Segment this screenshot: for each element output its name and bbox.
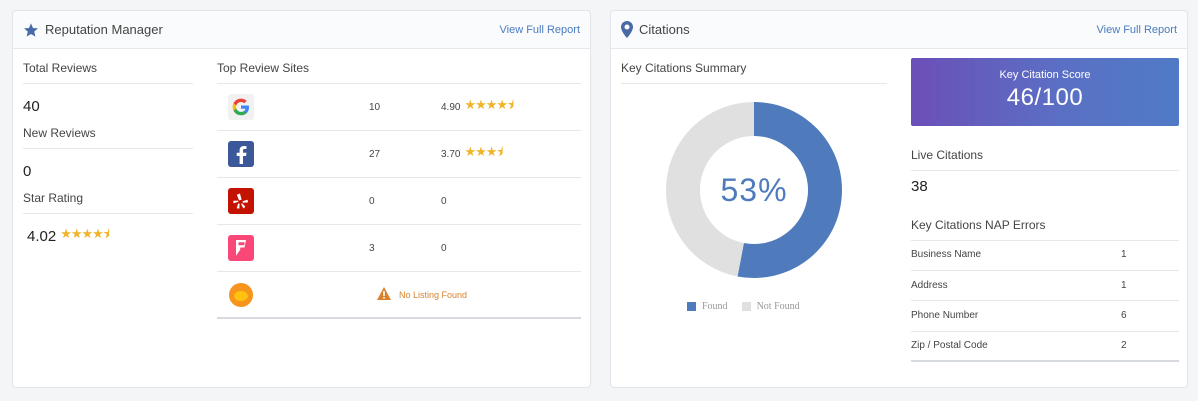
site-rating-value: 3.70: [441, 148, 461, 160]
top-review-sites-title: Top Review Sites: [217, 61, 581, 84]
nap-errors-table: Business Name 1 Address 1 Phone Number 6…: [911, 240, 1179, 362]
rating-stars-icon: ★★★⯨: [464, 144, 503, 159]
reputation-header: Reputation Manager View Full Report: [13, 11, 590, 49]
nap-value: 1: [1121, 249, 1127, 261]
warning-icon: [377, 287, 391, 302]
view-full-report-link[interactable]: View Full Report: [1096, 23, 1178, 36]
nap-errors-title: Key Citations NAP Errors: [911, 218, 1179, 241]
chart-legend: Found Not Found: [687, 301, 800, 312]
site-row-google[interactable]: 10 4.90 ★★★★⯨: [217, 84, 581, 131]
view-full-report-link[interactable]: View Full Report: [499, 23, 581, 36]
panel-title: Citations: [639, 22, 690, 37]
live-citations-label: Live Citations: [911, 148, 1179, 171]
score-label: Key Citation Score: [999, 69, 1091, 81]
citations-panel: Citations View Full Report Key Citations…: [610, 10, 1188, 388]
site-rating-value: 0: [441, 195, 447, 207]
review-stats: Total Reviews 40 New Reviews 0 Star Rati…: [23, 61, 193, 258]
table-row: Phone Number 6: [911, 301, 1179, 332]
live-citations-value: 38: [911, 178, 928, 195]
legend-label: Not Found: [756, 301, 800, 312]
new-reviews-value: 0: [23, 162, 32, 180]
donut-svg: [665, 102, 842, 278]
nap-label: Address: [911, 279, 948, 291]
rating-stars-icon: ★★★★⯨: [464, 97, 514, 112]
legend-swatch-found: [687, 302, 696, 311]
rating-stars-icon: ★★★★⯨: [60, 226, 110, 241]
star-rating-label: Star Rating: [23, 191, 193, 214]
site-rating: 0: [441, 196, 447, 207]
nap-value: 1: [1121, 279, 1127, 291]
site-row-facebook[interactable]: 27 3.70 ★★★⯨: [217, 131, 581, 178]
nap-value: 2: [1121, 340, 1127, 352]
star-icon: [23, 22, 39, 38]
nap-label: Business Name: [911, 249, 982, 261]
site-rating: 3.70 ★★★⯨: [441, 143, 503, 165]
no-listing-notice: No Listing Found: [377, 287, 467, 302]
panel-title: Reputation Manager: [45, 22, 163, 37]
total-reviews-label: Total Reviews: [23, 61, 193, 84]
google-icon: [228, 94, 254, 120]
key-citations-summary-title: Key Citations Summary: [621, 61, 887, 84]
site-review-count: 3: [369, 242, 375, 254]
table-row: Zip / Postal Code 2: [911, 332, 1179, 362]
table-row: Address 1: [911, 271, 1179, 301]
key-citation-score-card: Key Citation Score 46/100: [911, 58, 1179, 126]
star-rating-value: 4.02: [27, 227, 57, 245]
orange-bubble-icon: [228, 282, 254, 308]
reputation-manager-panel: Reputation Manager View Full Report Tota…: [12, 10, 591, 388]
yelp-icon: [228, 188, 254, 214]
nap-label: Zip / Postal Code: [911, 340, 988, 352]
site-review-count: 27: [369, 148, 381, 160]
star-rating-row: 4.02 ★★★★⯨: [23, 214, 193, 258]
nap-label: Phone Number: [911, 310, 979, 322]
donut-slice-found[interactable]: [737, 102, 842, 278]
top-review-sites: Top Review Sites 10 4.90 ★★★★⯨ 27: [217, 61, 581, 319]
donut-percentage: 53%: [720, 171, 788, 208]
foursquare-icon: [228, 235, 254, 261]
site-row-other[interactable]: No Listing Found: [217, 272, 581, 319]
facebook-icon: [228, 141, 254, 167]
legend-label: Found: [702, 301, 728, 312]
map-pin-icon: [621, 21, 633, 38]
site-rating: 0: [441, 243, 447, 254]
legend-found[interactable]: Found: [687, 301, 728, 312]
site-rating-value: 0: [441, 242, 447, 254]
total-reviews-value: 40: [23, 97, 40, 115]
citations-donut-chart: 53%: [663, 99, 845, 281]
legend-swatch-not-found: [741, 302, 751, 311]
site-review-count: 10: [369, 101, 381, 113]
legend-not-found[interactable]: Not Found: [741, 301, 800, 312]
nap-value: 6: [1121, 310, 1127, 322]
site-review-count: 0: [369, 195, 375, 207]
citations-header: Citations View Full Report: [611, 11, 1187, 49]
site-rating-value: 4.90: [441, 101, 461, 113]
site-row-yelp[interactable]: 0 0: [217, 178, 581, 225]
donut-slice-not-found[interactable]: [665, 102, 754, 277]
table-row: Business Name 1: [911, 240, 1179, 271]
site-rating: 4.90 ★★★★⯨: [441, 96, 514, 118]
site-row-foursquare[interactable]: 3 0: [217, 225, 581, 272]
score-value: 46/100: [1006, 84, 1084, 111]
no-listing-text: No Listing Found: [399, 289, 468, 300]
new-reviews-label: New Reviews: [23, 126, 193, 149]
